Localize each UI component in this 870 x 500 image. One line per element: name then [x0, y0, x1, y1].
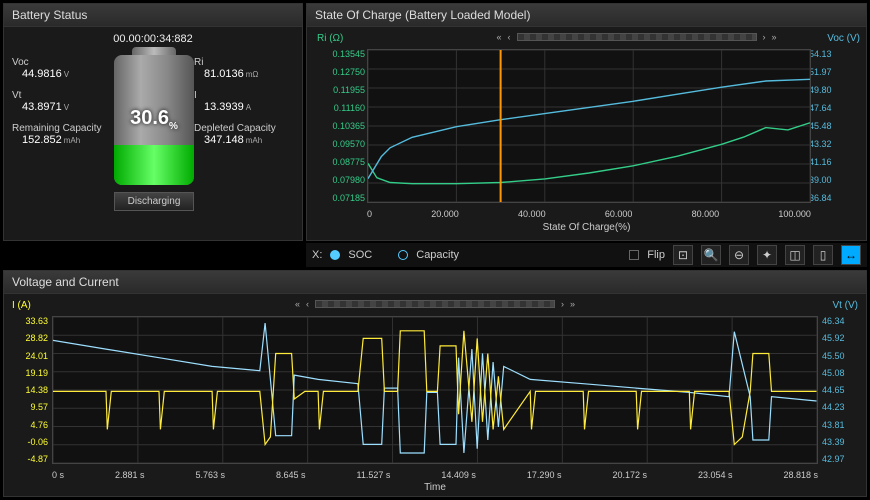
- opt-capacity-label[interactable]: Capacity: [416, 249, 459, 261]
- soc-yright-ticks: 54.1351.9749.8047.6445.4843.3241.1639.00…: [809, 49, 864, 203]
- vc-yleft-ticks: 33.6328.8224.0119.1914.389.574.76-0.06-4…: [6, 316, 48, 464]
- vc-xlabel: Time: [4, 482, 866, 493]
- soc-panel: State Of Charge (Battery Loaded Model) «…: [306, 3, 867, 241]
- x-axis-label: X:: [312, 249, 322, 261]
- scroll-track[interactable]: [517, 33, 757, 41]
- vc-title: Voltage and Current: [4, 271, 866, 294]
- flip-checkbox[interactable]: [629, 250, 639, 260]
- fit-all-icon[interactable]: ✦: [757, 245, 777, 265]
- radio-soc[interactable]: [330, 250, 340, 260]
- battery-fill: [114, 145, 194, 185]
- soc-yleft-ticks: 0.135450.127500.119550.111600.103650.095…: [310, 49, 365, 203]
- soc-yleft-label: Ri (Ω): [317, 33, 343, 44]
- next-icon[interactable]: ›: [763, 32, 766, 42]
- battery-status-title: Battery Status: [4, 4, 302, 27]
- vc-scrollbar[interactable]: « ‹ › »: [204, 298, 666, 310]
- pan-icon[interactable]: ↔: [841, 245, 861, 265]
- zoom-out-icon[interactable]: ⊖: [729, 245, 749, 265]
- soc-chart-area[interactable]: [367, 49, 811, 203]
- next-icon[interactable]: ›: [561, 299, 564, 309]
- battery-metrics-left: Voc44.9816VVt43.8971VRemaining Capacity1…: [12, 57, 112, 156]
- soc-x-ticks: 020.00040.00060.00080.000100.000: [367, 209, 811, 219]
- timestamp: 00.00:00:34:882: [4, 27, 302, 45]
- zoom-area-icon[interactable]: ⊡: [673, 245, 693, 265]
- battery-metrics-right: Ri81.0136mΩI13.3939ADepleted Capacity347…: [194, 57, 294, 156]
- soc-toolbar: X: SOC Capacity Flip ⊡ 🔍 ⊖ ✦ ◫ ▯ ↔: [306, 243, 867, 267]
- vc-yright-ticks: 46.3445.9245.5045.0844.6544.2343.8143.39…: [822, 316, 864, 464]
- fit-y-icon[interactable]: ▯: [813, 245, 833, 265]
- battery-status-label: Discharging: [114, 192, 194, 211]
- prev-icon[interactable]: ‹: [306, 299, 309, 309]
- vc-yright-label: Vt (V): [832, 300, 858, 311]
- opt-soc-label[interactable]: SOC: [348, 249, 372, 261]
- vc-chart-area[interactable]: [52, 316, 818, 464]
- soc-xlabel: State Of Charge(%): [307, 222, 866, 233]
- vc-x-ticks: 0 s2.881 s5.763 s8.645 s11.527 s14.409 s…: [52, 470, 818, 480]
- radio-capacity[interactable]: [398, 250, 408, 260]
- soc-yright-label: Voc (V): [827, 33, 860, 44]
- voltage-current-panel: Voltage and Current « ‹ › » I (A) Vt (V)…: [3, 270, 867, 497]
- rewind-icon[interactable]: «: [295, 299, 300, 309]
- soc-title: State Of Charge (Battery Loaded Model): [307, 4, 866, 27]
- soc-scrollbar[interactable]: « ‹ › »: [427, 31, 846, 43]
- fit-x-icon[interactable]: ◫: [785, 245, 805, 265]
- battery-percent: 30.6%: [114, 107, 194, 132]
- flip-label[interactable]: Flip: [647, 249, 665, 261]
- prev-icon[interactable]: ‹: [508, 32, 511, 42]
- forward-icon[interactable]: »: [570, 299, 575, 309]
- forward-icon[interactable]: »: [772, 32, 777, 42]
- scroll-track[interactable]: [315, 300, 555, 308]
- vc-yleft-label: I (A): [12, 300, 31, 311]
- battery-status-panel: Battery Status 00.00:00:34:882 Voc44.981…: [3, 3, 303, 241]
- zoom-in-icon[interactable]: 🔍: [701, 245, 721, 265]
- rewind-icon[interactable]: «: [496, 32, 501, 42]
